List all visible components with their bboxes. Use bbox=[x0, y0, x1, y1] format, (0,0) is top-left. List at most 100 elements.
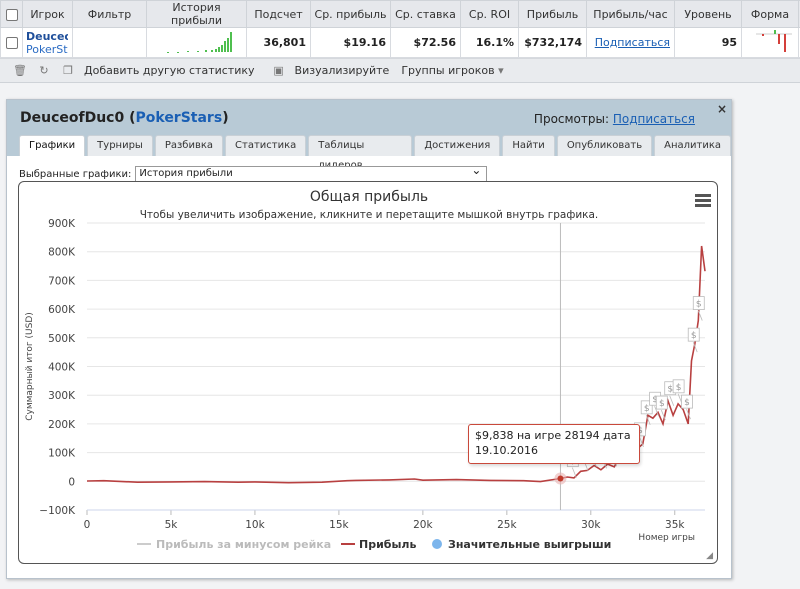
panel-tabs: Графики Турниры Разбивка Статистика Таблицы … bbox=[19, 135, 731, 171]
col-header-count[interactable]: Подсчет bbox=[246, 0, 311, 28]
big-win-stem bbox=[654, 406, 659, 417]
big-win-flag-label: $ bbox=[676, 383, 682, 393]
tab-6[interactable]: Найти bbox=[502, 135, 555, 156]
col-header-avg-stake[interactable]: Ср. ставка bbox=[390, 0, 461, 28]
chart-container[interactable]: Общая прибыль Чтобы увеличить изображение… bbox=[18, 181, 718, 564]
trash-icon[interactable]: 🗑 bbox=[13, 64, 27, 77]
chart-menu-icon[interactable] bbox=[695, 194, 711, 209]
views-label: Просмотры: bbox=[533, 112, 610, 126]
big-win-flag-label: $ bbox=[667, 385, 673, 395]
x-tick-label: 5k bbox=[165, 519, 179, 531]
player-site-link[interactable]: PokerSta bbox=[26, 42, 68, 56]
form-sparkline bbox=[741, 27, 799, 58]
tab-3[interactable]: Статистика bbox=[225, 135, 307, 156]
chart-tooltip: $9,838 на игре 28194 дата 19.10.2016 bbox=[468, 424, 640, 464]
profit-per-hour-cell: Подписаться bbox=[586, 27, 675, 58]
table-row: Deuceof PokerSta 36,801 $19.16 bbox=[0, 27, 800, 58]
count-cell: 36,801 bbox=[246, 27, 311, 58]
tab-7[interactable]: Опубликовать bbox=[556, 135, 653, 156]
tab-5[interactable]: Достижения bbox=[414, 135, 501, 156]
col-header-level[interactable]: Уровень bbox=[674, 0, 742, 28]
table-header-row: Игрок Фильтр История прибыли Подсчет Ср.… bbox=[0, 0, 800, 28]
player-name-link[interactable]: Deuceof bbox=[26, 29, 68, 43]
resize-handle-icon[interactable]: ◢ bbox=[706, 551, 713, 561]
selected-charts-label: Выбранные графики: bbox=[19, 168, 132, 180]
selected-charts-row: Выбранные графики: История прибыли bbox=[19, 163, 488, 182]
stats-table: Игрок Фильтр История прибыли Подсчет Ср.… bbox=[0, 0, 800, 58]
big-win-flag[interactable] bbox=[681, 394, 693, 409]
profit-cell: $732,174 bbox=[518, 27, 587, 58]
chart-subtitle: Чтобы увеличить изображение, кликните и … bbox=[140, 209, 599, 221]
big-win-stem bbox=[692, 342, 698, 353]
avg-stake-cell: $72.56 bbox=[390, 27, 461, 58]
col-header-player[interactable]: Игрок bbox=[22, 0, 73, 28]
table-toolbar: 🗑 ↻ ❐ Добавить другую статистику ▣ Визуа… bbox=[0, 58, 800, 82]
x-tick-label: 0 bbox=[84, 519, 91, 531]
big-win-stem bbox=[669, 395, 675, 406]
legend-big-wins-item: Значительные выигрыши bbox=[448, 538, 611, 551]
views-subscribe-link[interactable]: Подписаться bbox=[612, 112, 695, 126]
col-header-profit[interactable]: Прибыль bbox=[518, 0, 587, 28]
y-tick-label: 600K bbox=[48, 304, 76, 316]
x-tick-label: 30k bbox=[581, 519, 601, 531]
big-win-flag-label: $ bbox=[691, 331, 697, 341]
big-win-flag[interactable] bbox=[672, 379, 685, 394]
big-win-flag-label: $ bbox=[644, 404, 650, 414]
big-win-flag[interactable] bbox=[687, 327, 700, 342]
paren-open: ( bbox=[129, 110, 136, 126]
subscribe-link[interactable]: Подписаться bbox=[594, 36, 670, 49]
chart-title: Общая прибыль bbox=[310, 189, 428, 205]
player-cell[interactable]: Deuceof PokerSta bbox=[22, 27, 73, 58]
y-tick-label: 900K bbox=[48, 218, 76, 230]
highlight-point[interactable] bbox=[557, 475, 564, 482]
col-header-avg-roi[interactable]: Ср. ROI bbox=[460, 0, 519, 28]
x-tick-label: 15k bbox=[329, 519, 349, 531]
col-header-profit-per-hour[interactable]: Прибыль/час bbox=[586, 0, 675, 28]
tab-0[interactable]: Графики bbox=[19, 135, 86, 156]
row-checkbox-cell[interactable] bbox=[0, 27, 23, 58]
remove-row-cell: x bbox=[798, 27, 800, 58]
y-tick-label: 400K bbox=[48, 362, 76, 374]
player-groups-dropdown[interactable]: Группы игроков ▾ bbox=[401, 64, 503, 77]
tab-1[interactable]: Турниры bbox=[87, 135, 153, 156]
panel-site-link[interactable]: PokerStars bbox=[135, 110, 223, 126]
y-tick-label: 700K bbox=[48, 275, 76, 287]
tab-4[interactable]: Таблицы лидеров bbox=[308, 135, 413, 171]
close-icon[interactable]: × bbox=[716, 102, 727, 116]
y-tick-label: 200K bbox=[48, 419, 76, 431]
big-win-stem bbox=[639, 436, 644, 448]
refresh-icon[interactable]: ↻ bbox=[39, 64, 49, 77]
y-tick-label: 500K bbox=[48, 333, 76, 345]
select-all-checkbox[interactable] bbox=[5, 8, 18, 21]
avg-roi-cell: 16.1% bbox=[460, 27, 519, 58]
big-win-flag-label: $ bbox=[652, 395, 658, 405]
col-header-avg-profit[interactable]: Ср. прибыль bbox=[310, 0, 391, 28]
big-win-flag[interactable] bbox=[692, 296, 705, 310]
col-header-filter[interactable]: Фильтр bbox=[72, 0, 147, 28]
y-tick-label: 0 bbox=[68, 476, 75, 488]
y-tick-label: 300K bbox=[48, 390, 76, 402]
selected-charts-select[interactable]: История прибыли bbox=[135, 163, 488, 182]
big-win-flag-label: $ bbox=[659, 399, 665, 409]
tab-8[interactable]: Аналитика bbox=[654, 135, 731, 156]
big-win-flag[interactable] bbox=[655, 395, 668, 410]
big-win-stem bbox=[660, 409, 666, 421]
caret-down-icon: ▾ bbox=[498, 64, 504, 77]
panel-title: DeuceofDuc0 (PokerStars) bbox=[20, 110, 229, 126]
profit-chart[interactable]: Общая прибыль Чтобы увеличить изображение… bbox=[19, 182, 718, 564]
tooltip-line-2: 19.10.2016 bbox=[475, 444, 538, 457]
views-area: Просмотры: Подписаться bbox=[534, 112, 695, 126]
select-all-checkbox-cell[interactable] bbox=[0, 0, 23, 28]
big-win-flag[interactable] bbox=[640, 400, 653, 415]
profit-history-sparkline bbox=[146, 27, 247, 58]
add-stat-button[interactable]: Добавить другую статистику bbox=[84, 64, 255, 77]
tab-2[interactable]: Разбивка bbox=[154, 135, 224, 156]
visualize-button[interactable]: Визуализируйте bbox=[294, 64, 390, 77]
row-checkbox[interactable] bbox=[6, 37, 18, 49]
panel-player-name: DeuceofDuc0 bbox=[20, 110, 125, 126]
profit-series-line[interactable] bbox=[86, 245, 706, 484]
col-header-form[interactable]: Форма bbox=[741, 0, 799, 28]
col-header-profit-history[interactable]: История прибыли bbox=[146, 0, 247, 28]
big-win-stem bbox=[686, 408, 691, 420]
y-tick-label: 800K bbox=[48, 247, 76, 259]
